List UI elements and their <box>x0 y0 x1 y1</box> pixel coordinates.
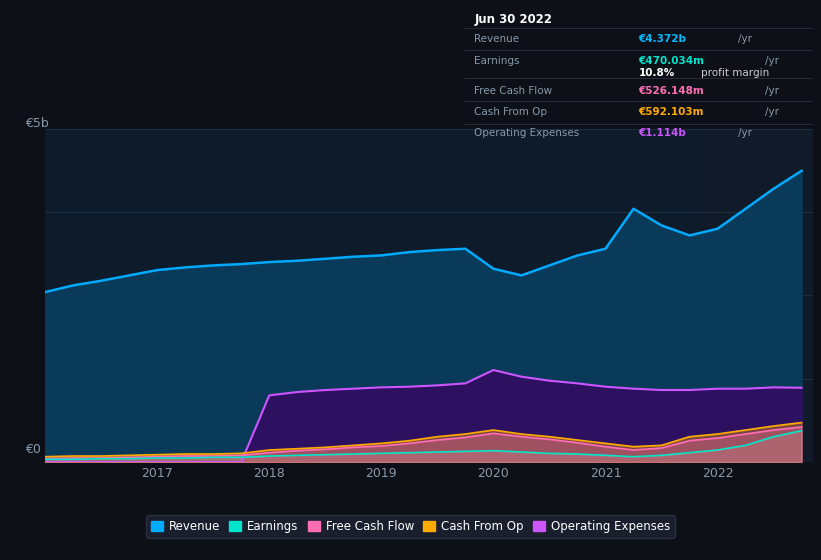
Text: profit margin: profit margin <box>701 68 769 78</box>
Text: /yr: /yr <box>764 86 778 96</box>
Text: /yr: /yr <box>738 34 752 44</box>
Legend: Revenue, Earnings, Free Cash Flow, Cash From Op, Operating Expenses: Revenue, Earnings, Free Cash Flow, Cash … <box>146 515 675 538</box>
Text: Earnings: Earnings <box>475 55 520 66</box>
Text: Revenue: Revenue <box>475 34 520 44</box>
Text: €592.103m: €592.103m <box>639 107 704 117</box>
Text: /yr: /yr <box>738 128 752 138</box>
Text: Cash From Op: Cash From Op <box>475 107 548 117</box>
Text: €5b: €5b <box>25 117 48 130</box>
Text: €0: €0 <box>25 444 40 456</box>
Text: €1.114b: €1.114b <box>639 128 686 138</box>
Text: Jun 30 2022: Jun 30 2022 <box>475 13 553 26</box>
Text: Free Cash Flow: Free Cash Flow <box>475 86 553 96</box>
Text: 10.8%: 10.8% <box>639 68 675 78</box>
Text: Operating Expenses: Operating Expenses <box>475 128 580 138</box>
Text: /yr: /yr <box>764 107 778 117</box>
Text: €4.372b: €4.372b <box>639 34 686 44</box>
Bar <box>701 129 813 462</box>
Text: €526.148m: €526.148m <box>639 86 704 96</box>
Text: €470.034m: €470.034m <box>639 55 704 66</box>
Text: /yr: /yr <box>764 55 778 66</box>
